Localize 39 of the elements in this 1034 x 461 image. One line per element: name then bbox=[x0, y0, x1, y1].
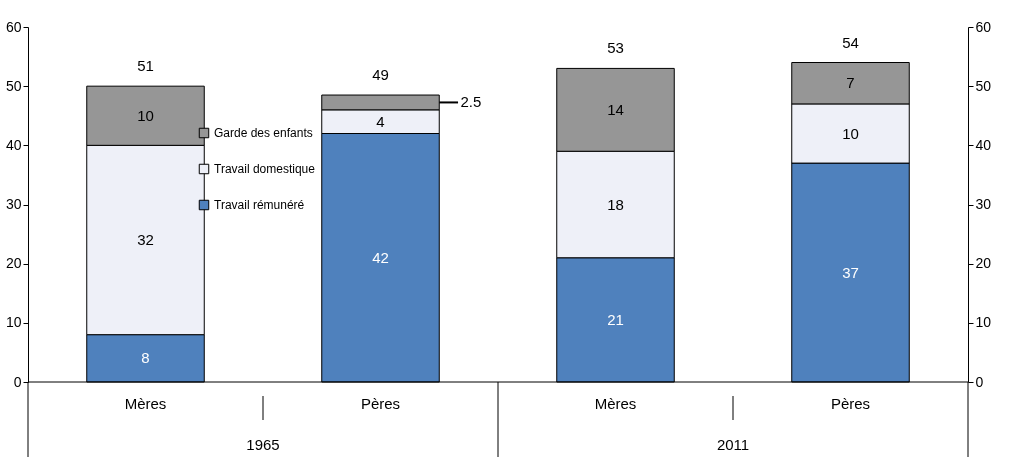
y-tick-label: 60 bbox=[5, 18, 22, 35]
total-label: 49 bbox=[372, 66, 389, 84]
data-label: 37 bbox=[842, 263, 859, 281]
y-tick-label: 50 bbox=[5, 77, 22, 94]
legend-label: Garde des enfants bbox=[214, 126, 313, 140]
y2-tick-label: 50 bbox=[975, 77, 992, 94]
text: 1965 bbox=[246, 436, 280, 453]
data-label: 10 bbox=[137, 106, 154, 124]
y2-tick-label: 10 bbox=[975, 314, 992, 331]
legend-label: Travail rémunéré bbox=[214, 198, 305, 212]
data-label: 8 bbox=[141, 349, 150, 367]
y-tick-label: 40 bbox=[5, 136, 22, 153]
y-tick-label: 20 bbox=[5, 255, 22, 272]
data-label: 21 bbox=[607, 310, 624, 328]
total-label: 53 bbox=[607, 39, 624, 57]
x-tick-label: Pères bbox=[830, 395, 871, 412]
data-label: 10 bbox=[842, 124, 859, 142]
y2-tick-label: 20 bbox=[975, 255, 992, 272]
data-label: 4 bbox=[376, 112, 385, 130]
x-tick-label: Mères bbox=[124, 395, 167, 412]
data-label: 2.5 bbox=[460, 93, 482, 111]
data-label: 14 bbox=[607, 100, 624, 118]
data-label: 32 bbox=[137, 231, 154, 248]
y2-tick-label: 40 bbox=[975, 136, 992, 153]
y2-tick-label: 60 bbox=[975, 18, 992, 35]
y-tick-label: 0 bbox=[13, 373, 22, 390]
y2-tick-label: 30 bbox=[975, 196, 992, 212]
text: 2011 bbox=[716, 436, 750, 453]
legend-label: Travail domestique bbox=[214, 162, 316, 176]
data-label: 42 bbox=[372, 248, 389, 266]
y-tick-label: 30 bbox=[5, 196, 22, 212]
y-tick-label: 10 bbox=[5, 314, 22, 331]
data-label: 7 bbox=[846, 74, 855, 92]
data-label: 18 bbox=[607, 195, 624, 213]
total-label: 51 bbox=[137, 57, 154, 75]
total-label: 54 bbox=[842, 33, 859, 51]
x-tick-label: Mères bbox=[594, 395, 637, 412]
x-tick-label: Pères bbox=[360, 395, 401, 412]
y2-tick-label: 0 bbox=[975, 373, 984, 390]
